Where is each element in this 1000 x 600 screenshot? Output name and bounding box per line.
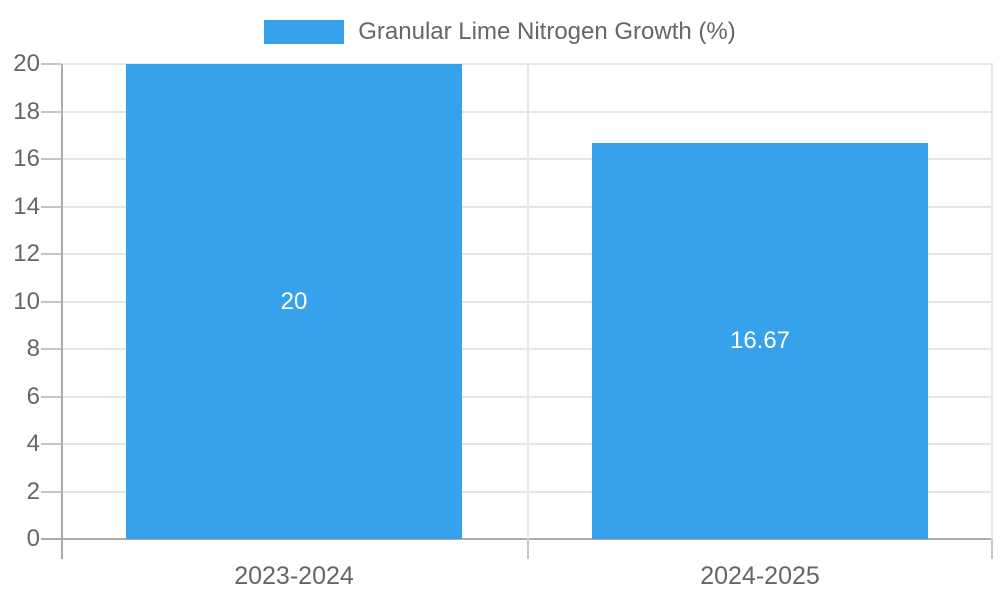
y-tick-label: 2 xyxy=(26,478,40,505)
y-tick-mark xyxy=(41,538,61,540)
gridline xyxy=(527,64,529,539)
legend-label: Granular Lime Nitrogen Growth (%) xyxy=(358,18,736,45)
y-tick-mark xyxy=(41,206,61,208)
plot-area: 0 2 4 6 8 10 12 14 16 18 20 20 2023-2024 16.67 2024-20… xyxy=(13,50,993,590)
bar-2023-2024[interactable] xyxy=(126,64,462,539)
y-tick-mark xyxy=(41,253,61,255)
y-axis-line xyxy=(61,64,63,539)
bar-2024-2025[interactable] xyxy=(592,143,928,539)
y-tick-mark xyxy=(41,301,61,303)
y-tick-mark xyxy=(41,111,61,113)
x-tick-mark xyxy=(61,539,63,559)
y-tick-label: 8 xyxy=(26,335,40,362)
legend-item[interactable]: Granular Lime Nitrogen Growth (%) xyxy=(0,16,1000,48)
y-tick-mark xyxy=(41,158,61,160)
y-tick-label: 20 xyxy=(13,50,40,77)
x-tick-label: 2023-2024 xyxy=(234,562,354,590)
legend-swatch xyxy=(264,20,345,44)
y-tick-label: 14 xyxy=(13,193,40,220)
x-tick-label: 2024-2025 xyxy=(700,562,820,590)
y-tick-label: 16 xyxy=(13,145,40,172)
y-tick-label: 18 xyxy=(13,98,40,125)
bar-value-label: 16.67 xyxy=(729,327,791,354)
x-tick-mark xyxy=(991,539,993,559)
y-tick-label: 10 xyxy=(13,288,40,315)
y-tick-label: 4 xyxy=(26,430,40,457)
y-tick-mark xyxy=(41,443,61,445)
y-tick-label: 6 xyxy=(26,383,40,410)
y-tick-label: 0 xyxy=(26,525,40,552)
y-tick-mark xyxy=(41,396,61,398)
y-tick-mark xyxy=(41,63,61,65)
gridline xyxy=(991,64,993,539)
y-tick-label: 12 xyxy=(13,240,40,267)
y-tick-mark xyxy=(41,491,61,493)
x-tick-mark xyxy=(527,539,529,559)
bar-value-label: 20 xyxy=(280,287,308,315)
y-tick-mark xyxy=(41,348,61,350)
